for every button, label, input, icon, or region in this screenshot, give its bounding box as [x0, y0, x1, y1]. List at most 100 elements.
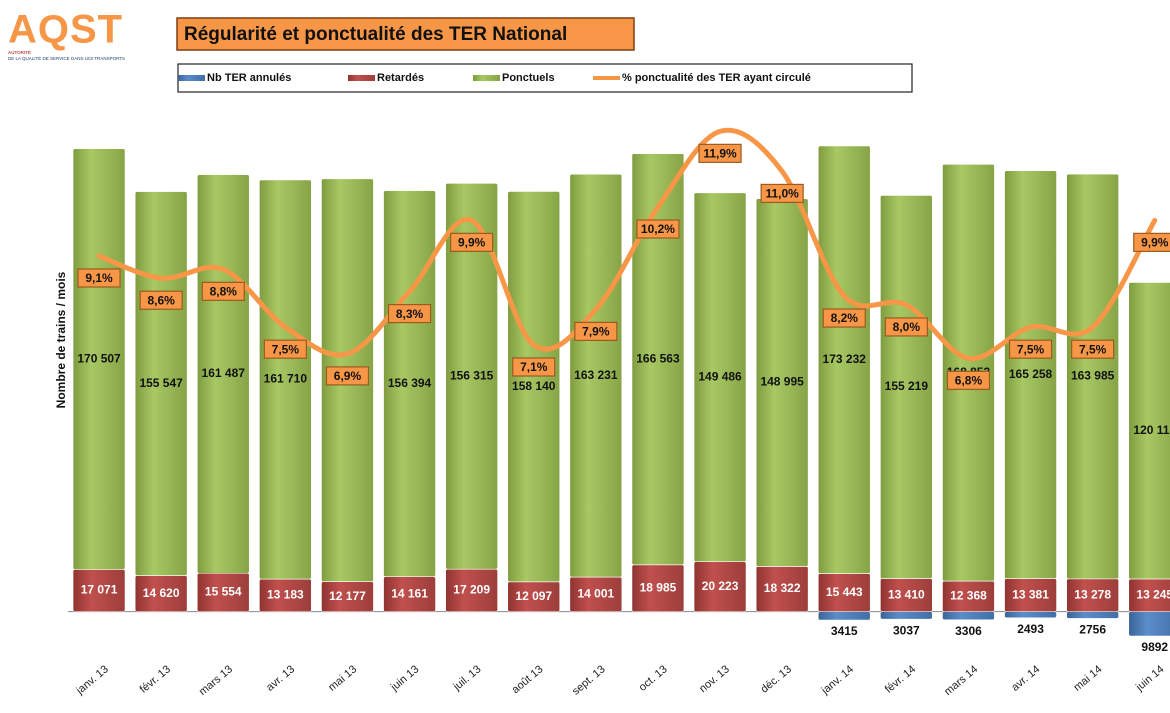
value-label: 8,6%: [147, 293, 175, 307]
value-label: 18 985: [640, 580, 677, 594]
x-tick-label: nov. 13: [697, 663, 732, 695]
legend-box: [177, 63, 913, 93]
bar: [72, 148, 126, 570]
x-tick-label: mai 13: [326, 663, 359, 693]
value-label: 156 394: [388, 376, 432, 390]
label-box: [574, 321, 618, 341]
x-tick-label: juil. 13: [451, 663, 484, 693]
value-label: 7,9%: [582, 325, 610, 339]
value-label: 3037: [893, 623, 920, 637]
value-label: 163 231: [574, 368, 618, 382]
label-box: [698, 143, 742, 163]
legend-label: Nb TER annulés: [207, 72, 291, 84]
legend-label: Retardés: [377, 72, 424, 84]
x-tick-label: janv. 13: [73, 663, 110, 697]
bar: [880, 195, 933, 579]
bar: [817, 611, 871, 621]
value-label: 14 001: [577, 587, 614, 601]
legend-swatch: [473, 75, 500, 81]
bar: [1004, 170, 1057, 579]
value-label: 8,8%: [210, 284, 238, 298]
x-tick-label: juin 14: [1133, 663, 1166, 694]
label-box: [201, 281, 245, 301]
value-label: 7,5%: [272, 342, 300, 356]
value-label: 15 554: [205, 585, 242, 599]
label-box: [263, 339, 307, 359]
x-tick-label: mars 14: [942, 663, 980, 698]
value-label: 8,2%: [831, 311, 859, 325]
logo-line2: DE LA QUALITÉ DE SERVICE DANS LES TRANSP…: [8, 55, 125, 61]
value-label: 9892: [1141, 640, 1168, 654]
value-label: 2493: [1017, 622, 1044, 636]
label-box: [1071, 339, 1115, 359]
value-label: 6,9%: [334, 369, 362, 383]
label-box: [946, 370, 991, 390]
value-label: 173 232: [823, 352, 867, 366]
x-tick-label: oct. 13: [637, 663, 670, 693]
label-box: [325, 366, 370, 386]
value-label: 161 487: [202, 366, 246, 380]
x-tick-label: avr. 14: [1009, 663, 1042, 693]
value-label: 170 507: [77, 351, 121, 365]
value-label: 8,0%: [893, 320, 921, 334]
value-label: 17 071: [81, 583, 118, 597]
x-tick-label: déc. 13: [759, 663, 794, 695]
logo-name: AQST: [8, 8, 123, 52]
value-label: 3415: [831, 624, 858, 638]
legend-swatch: [178, 75, 205, 81]
bar: [445, 183, 498, 570]
value-label: 163 985: [1071, 369, 1115, 383]
value-label: 3306: [955, 624, 982, 638]
bar: [1128, 282, 1170, 580]
value-label: 165 258: [1009, 367, 1053, 381]
value-label: 9,1%: [85, 271, 113, 285]
bar: [631, 153, 685, 566]
value-label: 15 443: [826, 585, 863, 599]
x-tick-label: août 13: [510, 663, 546, 696]
label-box: [450, 232, 494, 252]
logo-line1: AUTORITÉ: [8, 48, 31, 55]
value-label: 148 995: [760, 375, 804, 389]
x-tick-label: févr. 13: [138, 663, 173, 695]
bar: [1066, 173, 1119, 580]
label-box: [387, 303, 432, 324]
value-label: 12 097: [515, 589, 552, 603]
value-label: 13 410: [888, 587, 925, 601]
value-label: 7,5%: [1017, 342, 1045, 356]
value-label: 166 563: [636, 351, 680, 365]
value-label: 12 368: [950, 589, 987, 603]
value-label: 2756: [1079, 623, 1106, 637]
x-tick-label: avr. 13: [264, 663, 297, 693]
value-label: 11,9%: [703, 147, 737, 161]
value-label: 13 278: [1074, 587, 1111, 601]
bar: [569, 173, 623, 578]
value-label: 155 547: [139, 376, 183, 390]
label-box: [822, 308, 866, 328]
bar: [134, 191, 188, 576]
value-label: 156 315: [450, 368, 494, 382]
value-label: 158 140: [512, 379, 556, 393]
value-label: 20 223: [702, 579, 739, 593]
label-box: [1133, 232, 1170, 252]
value-label: 6,8%: [955, 374, 983, 388]
value-label: 14 620: [143, 586, 180, 600]
bar: [693, 192, 747, 563]
value-label: 161 710: [264, 372, 308, 386]
value-label: 13 183: [267, 588, 304, 602]
value-label: 13 245: [1136, 587, 1170, 601]
legend-label: Ponctuels: [502, 72, 555, 84]
chart-title: Régularité et ponctualité des TER Nation…: [184, 24, 567, 45]
bar: [1066, 611, 1119, 619]
bar: [880, 611, 933, 620]
x-tick-label: sept. 13: [570, 663, 608, 697]
bar: [817, 145, 871, 574]
x-tick-label: févr. 14: [883, 663, 918, 695]
value-label: 10,2%: [641, 222, 675, 236]
bar: [383, 190, 436, 577]
logo: AQST AUTORITÉ DE LA QUALITÉ DE SERVICE D…: [8, 8, 125, 62]
value-label: 149 486: [698, 369, 742, 383]
x-tick-label: mars 13: [197, 663, 235, 698]
label-box: [760, 183, 804, 204]
legend-swatch: [348, 75, 375, 81]
